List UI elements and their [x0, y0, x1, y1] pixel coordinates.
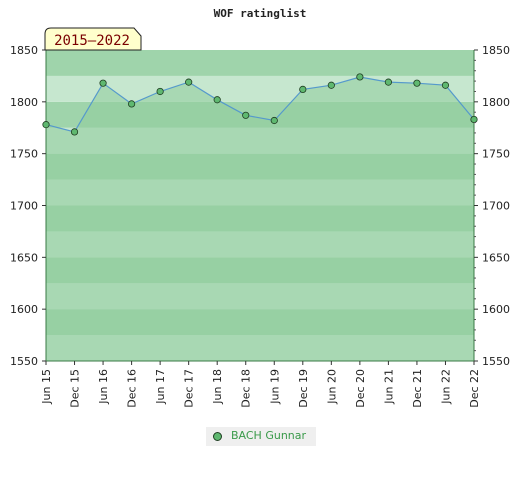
x-tick-label: Jun 19 [268, 369, 281, 405]
rating-markers [42, 73, 478, 136]
y-axis-left-ticks: 1550 1600 1650 1700 1750 1800 1850 [10, 44, 46, 368]
y-tick-label-left: 1550 [10, 355, 38, 368]
rating-line [45, 76, 475, 133]
plot-band [46, 50, 474, 76]
y-tick-label-right: 1600 [482, 303, 510, 316]
data-point [441, 81, 450, 89]
y-tick-label-left: 1850 [10, 44, 38, 57]
y-tick-label-right: 1750 [482, 148, 510, 161]
y-tick-label-left: 1650 [10, 251, 38, 264]
x-tick-label: Jun 22 [439, 369, 452, 405]
data-point [299, 85, 307, 93]
y-tick-label-right: 1800 [482, 96, 510, 109]
data-point [327, 81, 335, 89]
x-tick-label: Dec 21 [411, 369, 424, 408]
x-tick-label: Jun 20 [325, 369, 338, 405]
data-point [270, 116, 278, 125]
y-tick-label-right: 1650 [482, 251, 510, 264]
rating-line-layer [45, 76, 475, 133]
y-tick-label-right: 1550 [482, 355, 510, 368]
rating-area [46, 77, 474, 361]
legend-marker-icon [213, 432, 222, 441]
y-axis-right-ticks: 1550 1600 1650 1700 1750 1800 1850 [474, 44, 510, 368]
x-tick-label: Dec 16 [126, 369, 139, 408]
data-point [356, 73, 364, 81]
x-tick-label: Dec 19 [297, 369, 310, 408]
data-point [213, 96, 221, 104]
x-tick-label: Dec 15 [69, 369, 82, 408]
data-point [99, 79, 107, 87]
y-tick-label-left: 1750 [10, 148, 38, 161]
legend-series-label: BACH Gunnar [231, 429, 307, 442]
x-axis-ticks: Jun 15 Dec 15 Jun 16 Dec 16 Jun 17 Dec 17 Jun … [40, 361, 481, 408]
period-badge: 2015—2022 [44, 27, 142, 51]
rating-area-layer [46, 77, 474, 361]
x-tick-label: Jun 18 [211, 369, 224, 405]
x-tick-label: Jun 15 [40, 369, 53, 405]
chart-title: WOF ratinglist [214, 7, 307, 20]
legend: BACH Gunnar [206, 427, 316, 446]
x-tick-label: Dec 22 [468, 369, 481, 408]
data-point [70, 128, 79, 136]
y-tick-label-left: 1700 [10, 200, 38, 213]
data-point [156, 87, 164, 96]
data-point [470, 115, 478, 124]
y-tick-label-right: 1700 [482, 200, 510, 213]
period-label: 2015—2022 [54, 33, 130, 49]
data-point [413, 79, 421, 87]
x-tick-label: Dec 17 [183, 369, 196, 408]
data-point [242, 111, 250, 119]
y-tick-label-right: 1850 [482, 44, 510, 57]
data-point [384, 78, 392, 86]
data-point [128, 100, 136, 108]
data-point [185, 78, 193, 86]
x-tick-label: Jun 21 [382, 369, 395, 405]
x-tick-label: Jun 16 [97, 369, 110, 405]
data-point [42, 121, 50, 129]
y-tick-label-left: 1600 [10, 303, 38, 316]
x-tick-label: Dec 20 [354, 369, 367, 408]
x-tick-label: Dec 18 [240, 369, 253, 408]
y-tick-label-left: 1800 [10, 96, 38, 109]
x-tick-label: Jun 17 [154, 369, 167, 405]
